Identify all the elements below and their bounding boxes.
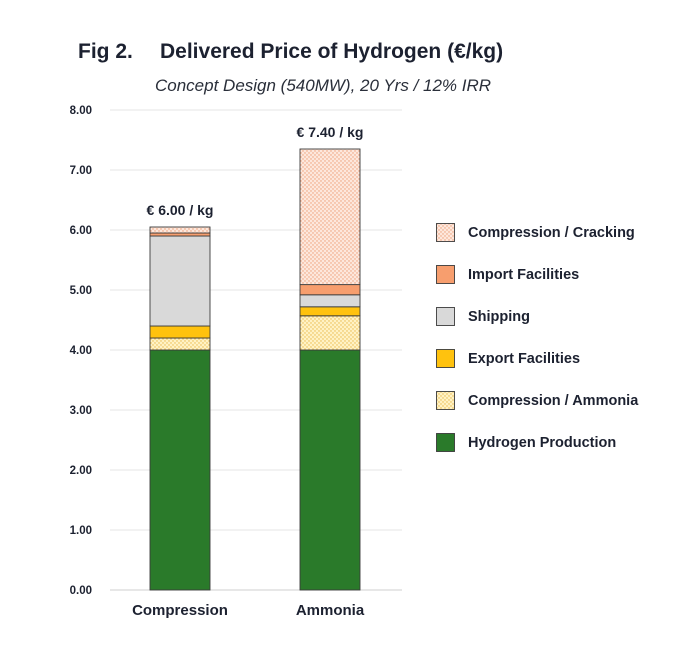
legend-label: Hydrogen Production [468,434,617,451]
y-axis-ticks: 0.00 1.00 2.00 3.00 4.00 5.00 6.00 7.00 8.00 [70,105,92,597]
y-tick-label: 5.00 [70,285,92,297]
y-tick-label: 6.00 [70,225,92,237]
bar-segment-hydrogen-production-ammonia [299,349,361,591]
legend-swatch [436,223,455,242]
legend-swatch [436,349,455,368]
y-tick-label: 2.00 [70,465,92,477]
bar-segment-export-facilities-compression [149,325,211,339]
legend-swatch [436,265,455,284]
legend-item-shipping: Shipping [436,306,638,327]
legend-label: Compression / Ammonia [468,392,639,409]
legend-item-hydrogen-production: Hydrogen Production [436,432,638,453]
legend-label: Import Facilities [468,266,580,283]
bar-segment-compression-ammonia-compression [149,337,211,351]
legend-item-compression-ammonia: Compression / Ammonia [436,390,638,411]
bars [149,148,361,591]
legend-item-export-facilities: Export Facilities [436,348,638,369]
bar-segment-shipping-compression [149,235,211,327]
y-tick-label: 8.00 [70,105,92,117]
bar-labels: € 6.00 / kg Compression € 7.40 / kg Ammonia [132,124,365,619]
chart-subtitle: Concept Design (540MW), 20 Yrs / 12% IRR [155,76,492,95]
chart-title: Delivered Price of Hydrogen (€/kg) [160,40,504,63]
bar-segment-export-facilities-ammonia [299,306,361,317]
legend-item-compression-cracking: Compression / Cracking [436,222,638,243]
legend-swatch [436,307,455,326]
y-tick-label: 4.00 [70,345,92,357]
y-tick-label: 1.00 [70,525,92,537]
legend-item-import-facilities: Import Facilities [436,264,638,285]
y-tick-label: 3.00 [70,405,92,417]
legend-label: Compression / Cracking [468,224,635,241]
bar-segment-hydrogen-production-compression [149,349,211,591]
bar-segment-compression-ammonia-ammonia [299,315,361,351]
figure-label: Fig 2. [78,40,133,63]
bar-segment-import-facilities-ammonia [299,284,361,296]
legend-label: Shipping [468,308,531,325]
y-tick-label: 7.00 [70,165,92,177]
bar-total-label: € 6.00 / kg [147,202,214,218]
bar-segment-compression-cracking-compression [149,226,211,234]
legend-swatch [436,433,455,452]
x-category-label: Compression [132,602,228,619]
bar-segment-compression-cracking-ammonia [299,148,361,286]
legend-label: Export Facilities [468,350,581,367]
legend: Compression / Cracking Import Facilities S… [436,222,638,474]
x-category-label: Ammonia [296,602,365,619]
y-tick-label: 0.00 [70,585,92,597]
legend-swatch [436,391,455,410]
bar-segment-shipping-ammonia [299,294,361,308]
bar-total-label: € 7.40 / kg [297,124,364,140]
